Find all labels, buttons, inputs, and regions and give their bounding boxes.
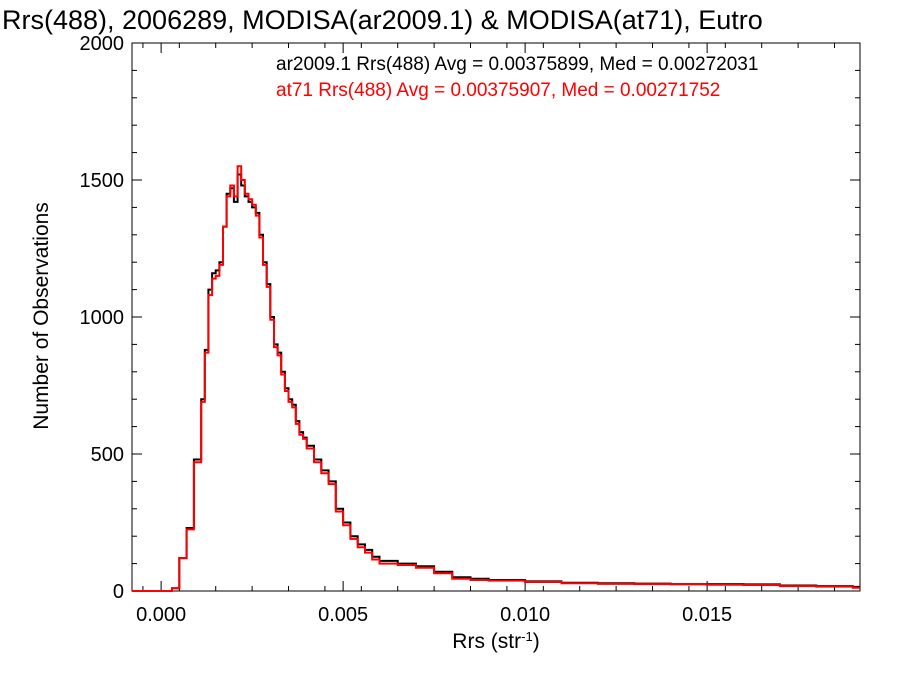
x-axis-label-sup: -1	[521, 629, 533, 644]
series-lines	[132, 165, 860, 592]
x-axis-ticks: 0.000 0.005 0.010 0.015	[136, 43, 836, 626]
x-tick-label: 0.005	[318, 604, 368, 626]
y-axis-ticks: 0 500 1000 1500 2000	[80, 33, 860, 603]
x-tick-label: 0.015	[682, 604, 732, 626]
y-tick-label: 1500	[80, 170, 125, 192]
x-axis-label: Rrs (str-1)	[452, 629, 539, 654]
annotation-at71: at71 Rrs(488) Avg = 0.00375907, Med = 0.…	[276, 80, 720, 101]
plot-frame	[131, 42, 861, 592]
y-tick-label: 500	[91, 444, 124, 466]
annotation-ar2009: ar2009.1 Rrs(488) Avg = 0.00375899, Med …	[276, 54, 758, 75]
series-line-at71	[132, 165, 860, 592]
series-line-ar2009-1	[132, 173, 860, 592]
x-tick-label: 0.000	[136, 604, 186, 626]
y-axis-label: Number of Observations	[30, 202, 53, 430]
y-tick-label: 0	[113, 581, 124, 603]
y-tick-label: 2000	[80, 33, 125, 55]
x-tick-label: 0.010	[500, 604, 550, 626]
x-axis-label-text: Rrs (str	[452, 630, 521, 653]
y-tick-label: 1000	[80, 307, 125, 329]
chart-title: Rrs(488), 2006289, MODISA(ar2009.1) & MO…	[2, 5, 763, 35]
x-axis-label-close: )	[533, 630, 540, 653]
